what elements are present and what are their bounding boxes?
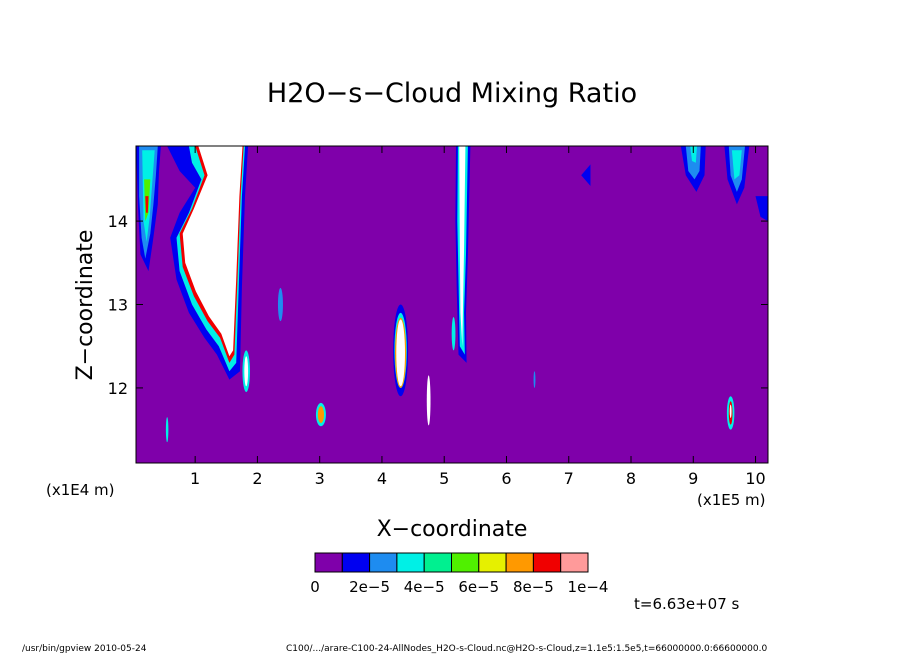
thin-column-2-4 bbox=[277, 287, 283, 322]
column-4-white bbox=[396, 319, 405, 387]
y-tick-label: 14 bbox=[108, 212, 128, 231]
colorbar-swatch bbox=[451, 552, 480, 573]
spot-3-core bbox=[317, 406, 325, 423]
x-unit-right-label: (x1E5 m) bbox=[697, 491, 766, 509]
top-right-edge bbox=[755, 196, 768, 222]
x-tick-label: 8 bbox=[626, 469, 636, 488]
x-tick-label: 1 bbox=[190, 469, 200, 488]
footer-right: C100/.../arare-C100-24-AllNodes_H2O-s-Cl… bbox=[286, 644, 767, 654]
colorbar-swatch bbox=[505, 552, 534, 573]
x-tick-label: 2 bbox=[252, 469, 262, 488]
colorbar-label: 4e−5 bbox=[404, 578, 445, 596]
x-tick-label: 4 bbox=[377, 469, 387, 488]
colorbar-swatch bbox=[423, 552, 453, 573]
cloud-mass-tail-core bbox=[244, 356, 249, 387]
small-spot-6-5 bbox=[533, 371, 536, 388]
colorbar bbox=[314, 552, 589, 573]
colorbar-label: 1e−4 bbox=[568, 578, 609, 596]
colorbar-swatch bbox=[532, 552, 562, 573]
plot-area bbox=[136, 146, 768, 463]
y-axis-ticks: 12 13 14 bbox=[108, 212, 768, 398]
colorbar-swatch bbox=[396, 552, 425, 573]
x-axis-label: X−coordinate bbox=[377, 517, 528, 542]
column-5-side bbox=[451, 317, 456, 351]
top-right-b-inner bbox=[731, 150, 742, 180]
colorbar-swatch bbox=[314, 552, 343, 573]
top-right-a-inner bbox=[690, 146, 697, 163]
colorbar-swatch bbox=[478, 552, 507, 573]
colorbar-labels: 0 2e−5 4e−5 6e−5 8e−5 1e−4 bbox=[310, 578, 608, 596]
top-right-blue-triangle bbox=[581, 164, 591, 186]
y-tick-label: 12 bbox=[108, 379, 128, 398]
x-unit-left-label: (x1E4 m) bbox=[46, 481, 115, 499]
colorbar-swatch bbox=[341, 552, 371, 573]
colorbar-label: 0 bbox=[310, 578, 320, 596]
cloud-features bbox=[136, 146, 768, 443]
x-tick-label: 6 bbox=[501, 469, 511, 488]
y-axis-label: Z−coordinate bbox=[73, 230, 98, 381]
spot-9-white bbox=[729, 404, 732, 418]
x-tick-label: 9 bbox=[688, 469, 698, 488]
top-right-a-mid bbox=[685, 146, 701, 180]
column-5-white bbox=[459, 146, 466, 347]
x-tick-label: 5 bbox=[439, 469, 449, 488]
chart-title: H2O−s−Cloud Mixing Ratio bbox=[267, 78, 637, 109]
colorbar-swatch bbox=[369, 552, 398, 573]
colorbar-swatch bbox=[560, 552, 589, 573]
x-tick-label: 3 bbox=[315, 469, 325, 488]
colorbar-label: 2e−5 bbox=[349, 578, 390, 596]
x-axis-ticks: 1 2 3 4 5 6 7 8 9 10 bbox=[190, 146, 766, 488]
column-4-7-wisp bbox=[426, 375, 431, 426]
y-tick-label: 13 bbox=[108, 296, 128, 315]
plume-left-peak bbox=[145, 196, 149, 213]
small-spot-left bbox=[165, 417, 169, 443]
colorbar-label: 6e−5 bbox=[458, 578, 499, 596]
x-tick-label: 7 bbox=[564, 469, 574, 488]
footer-left: /usr/bin/gpview 2010-05-24 bbox=[22, 644, 147, 654]
x-tick-label: 10 bbox=[745, 469, 765, 488]
cloud-mass-white bbox=[182, 146, 243, 357]
time-label: t=6.63e+07 s bbox=[634, 595, 740, 613]
colorbar-label: 8e−5 bbox=[513, 578, 554, 596]
